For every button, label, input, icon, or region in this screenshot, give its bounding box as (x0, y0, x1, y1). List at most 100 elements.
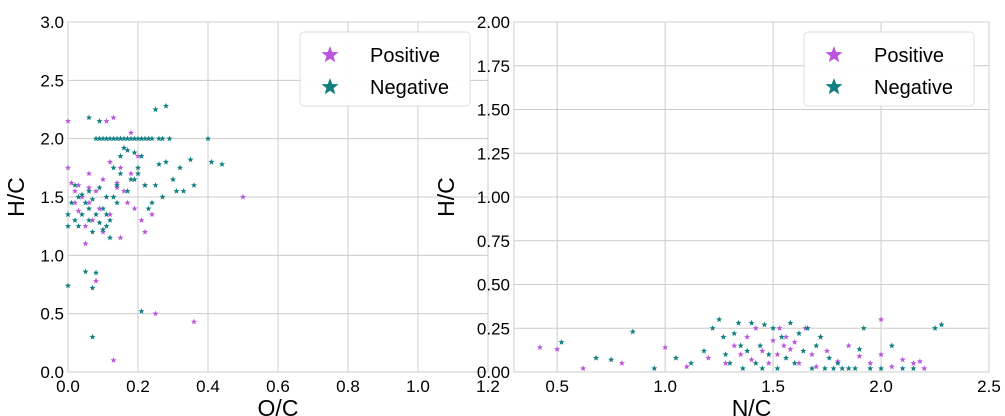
data-point (204, 135, 212, 142)
data-point (787, 346, 794, 352)
data-point (131, 205, 138, 212)
data-point (82, 199, 89, 206)
data-point (162, 102, 170, 109)
legend: Positive Negative (803, 31, 975, 107)
data-point (826, 354, 833, 361)
data-point (92, 277, 100, 284)
plot-frame (513, 21, 990, 373)
data-point (757, 342, 764, 349)
data-point (774, 365, 781, 372)
data-point (554, 346, 561, 352)
legend-label: Negative (370, 77, 449, 99)
data-point (783, 354, 790, 361)
data-point (737, 342, 744, 349)
data-point (683, 363, 690, 370)
data-point (808, 351, 815, 358)
chart-panel-1: 0.0 0.2 0.4 0.6 0.8 1.0 1.2 0.0 0.5 1.0 1.5 2.0 2.5 3… (3, 13, 500, 416)
x-tick-label: 0.4 (196, 377, 220, 396)
data-point (878, 365, 885, 372)
data-point (75, 207, 82, 214)
legend: Positive Negative (299, 31, 471, 107)
data-point (85, 114, 93, 121)
data-point (190, 318, 198, 325)
data-point (709, 325, 716, 331)
data-point (71, 182, 79, 188)
data-point (96, 135, 103, 142)
data-point (113, 184, 121, 191)
data-point (651, 365, 658, 372)
y-tick-label: 0.25 (477, 319, 510, 338)
data-point (173, 187, 180, 194)
plot-frame (67, 21, 489, 373)
data-point (85, 199, 93, 206)
y-tick-label: 0.00 (477, 363, 510, 382)
data-point (688, 360, 695, 366)
data-point (804, 325, 811, 331)
data-point (92, 211, 100, 218)
data-point (148, 211, 156, 218)
data-point (910, 365, 917, 372)
data-point (744, 347, 751, 354)
data-point (78, 191, 86, 198)
series-positive (64, 114, 247, 363)
data-point (68, 199, 75, 206)
data-point (127, 176, 135, 183)
x-tick-label: 2.0 (869, 377, 893, 396)
data-point (99, 135, 107, 142)
data-point (82, 222, 89, 229)
y-tick-label: 1.00 (477, 188, 510, 207)
data-point (765, 351, 772, 358)
data-point (152, 182, 159, 188)
data-point (169, 176, 177, 183)
series-negative (558, 316, 945, 372)
data-point (103, 193, 110, 200)
y-tick-label: 0.5 (40, 305, 64, 324)
legend-star-icon (321, 78, 339, 95)
data-point (672, 354, 679, 361)
data-point (110, 357, 117, 363)
data-point (85, 184, 93, 191)
data-point (239, 193, 247, 200)
data-point (536, 344, 543, 351)
legend-label: Positive (874, 45, 944, 67)
x-axis-label: O/C (258, 395, 299, 416)
data-point (856, 346, 863, 352)
y-tick-label: 0.50 (477, 276, 510, 295)
data-point (159, 193, 166, 200)
data-point (103, 135, 110, 142)
data-point (878, 316, 885, 323)
data-point (103, 117, 110, 124)
data-point (608, 356, 615, 363)
data-point (68, 179, 75, 186)
data-point (778, 333, 785, 340)
data-point (96, 205, 103, 212)
data-point (78, 193, 86, 200)
data-point (145, 205, 152, 212)
data-point (131, 135, 138, 142)
data-point (124, 147, 131, 153)
data-point (218, 161, 226, 167)
data-point (71, 187, 79, 194)
data-point (830, 365, 837, 372)
x-tick-label: 0.2 (126, 377, 150, 396)
data-point (839, 365, 846, 372)
data-point (99, 205, 107, 212)
data-point (916, 358, 923, 365)
data-point (110, 164, 117, 171)
data-point (92, 269, 100, 276)
data-point (141, 135, 149, 142)
y-axis-label: H/C (433, 177, 459, 217)
data-point (124, 187, 131, 194)
data-point (845, 365, 852, 372)
data-point (580, 365, 587, 372)
data-point (821, 365, 828, 372)
data-point (113, 199, 121, 206)
data-point (96, 219, 103, 226)
x-tick-label: 1.0 (406, 377, 430, 396)
data-point (752, 325, 759, 331)
data-point (791, 339, 798, 345)
data-point (141, 228, 149, 235)
series-positive (536, 316, 928, 372)
data-point (852, 365, 859, 372)
data-point (117, 135, 124, 142)
